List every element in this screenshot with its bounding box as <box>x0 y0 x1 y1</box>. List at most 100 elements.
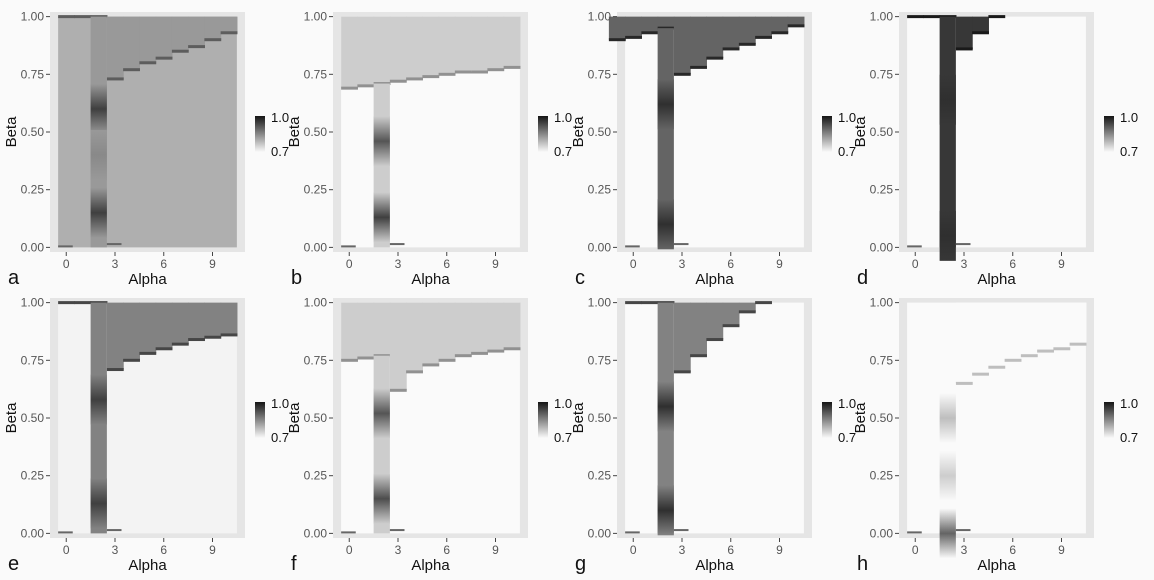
y-tick-label: 0.00 <box>21 240 45 254</box>
boundary-band <box>972 31 989 35</box>
region-column <box>471 16 488 72</box>
x-tick-label: 9 <box>1058 257 1065 271</box>
region-column <box>722 16 740 49</box>
boundary-band <box>923 15 941 19</box>
boundary-band <box>389 388 407 392</box>
boundary-band <box>438 72 456 76</box>
legend-colorbar <box>1104 116 1114 152</box>
y-tick-label: 0.75 <box>304 353 328 367</box>
boundary-band <box>972 372 989 376</box>
region-column <box>706 16 724 59</box>
y-tick-label: 1.00 <box>588 296 612 310</box>
boundary-band <box>139 61 157 65</box>
panel-letter: b <box>291 267 302 289</box>
x-axis-title: Alpha <box>411 271 450 288</box>
boundary-band <box>988 15 1006 19</box>
region-column <box>341 302 358 361</box>
panel-letter: c <box>575 267 585 289</box>
boundary-band <box>406 77 423 81</box>
x-tick-label: 3 <box>679 257 686 271</box>
stripe-blob <box>90 374 107 425</box>
boundary-band <box>690 65 707 69</box>
legend-label-high: 1.0 <box>554 110 572 125</box>
y-tick-label: 0.25 <box>588 183 612 197</box>
boundary-band <box>341 86 358 90</box>
y-tick-label: 1.00 <box>21 296 45 310</box>
y-tick-label: 1.00 <box>870 10 894 24</box>
stripe-blob <box>90 130 107 181</box>
stripe-blob <box>373 388 390 439</box>
region-column <box>220 302 238 335</box>
boundary-band <box>641 301 659 305</box>
boundary-band <box>1053 347 1071 351</box>
boundary-band <box>220 333 238 337</box>
y-tick-label: 0.25 <box>21 183 45 197</box>
legend-colorbar <box>538 402 548 438</box>
panel-letter: d <box>857 267 868 289</box>
y-tick-label: 0.75 <box>21 353 45 367</box>
region-column <box>1053 302 1071 349</box>
boundary-band <box>487 349 505 353</box>
bottom-mark <box>673 243 689 246</box>
x-tick-label: 6 <box>160 543 167 557</box>
boundary-band <box>422 363 440 367</box>
region-column <box>625 16 642 38</box>
region-column <box>155 302 173 349</box>
y-tick-label: 0.75 <box>304 67 328 81</box>
y-tick-label: 0.50 <box>21 125 45 139</box>
x-tick-label: 6 <box>727 257 734 271</box>
legend-label-low: 0.7 <box>271 430 289 445</box>
region-column <box>123 302 140 361</box>
x-axis-title: Alpha <box>977 271 1016 288</box>
legend-label-high: 1.0 <box>271 396 289 411</box>
stripe-blob <box>939 508 956 559</box>
x-tick-label: 9 <box>492 543 499 557</box>
x-tick-label: 6 <box>727 543 734 557</box>
region-column <box>204 302 222 338</box>
region-column <box>471 302 488 354</box>
bottom-mark <box>389 243 405 246</box>
stripe-blob <box>373 473 390 524</box>
panel-c: 0.00 0.25 0.50 0.75 1.00 0 3 6 9 Alpha Beta c 1.0 0.7 <box>570 10 856 289</box>
outer-region <box>625 302 804 534</box>
region-column <box>1069 302 1087 345</box>
boundary-band <box>487 68 505 72</box>
boundary-band <box>771 31 789 35</box>
legend-colorbar <box>822 402 832 438</box>
x-tick-label: 6 <box>443 257 450 271</box>
legend-label-low: 0.7 <box>1120 144 1138 159</box>
x-tick-label: 6 <box>1009 257 1016 271</box>
boundary-band <box>357 84 375 88</box>
boundary-band <box>471 351 488 355</box>
region-column <box>503 302 521 349</box>
y-tick-label: 0.75 <box>21 67 45 81</box>
region-column <box>357 16 375 86</box>
region-column <box>106 302 124 370</box>
stripe-blob <box>657 485 674 536</box>
panel-b: 0.00 0.25 0.50 0.75 1.00 0 3 6 9 Alpha Beta b 1.0 0.7 <box>286 10 572 289</box>
x-tick-label: 3 <box>961 543 968 557</box>
boundary-band <box>220 31 238 35</box>
y-axis-title: Beta <box>3 402 20 434</box>
region-column <box>389 302 407 391</box>
legend-label-low: 0.7 <box>554 430 572 445</box>
boundary-band <box>690 354 707 358</box>
boundary-band <box>955 381 973 385</box>
y-tick-label: 1.00 <box>304 10 328 24</box>
stripe-blob <box>657 199 674 250</box>
region-column <box>357 302 375 358</box>
stripe-blob <box>939 450 956 501</box>
y-tick-label: 1.00 <box>870 296 894 310</box>
region-column <box>171 302 189 345</box>
stripe-blob <box>657 79 674 130</box>
legend-label-low: 0.7 <box>1120 430 1138 445</box>
outer-region <box>907 16 1086 248</box>
x-tick-label: 0 <box>63 257 70 271</box>
x-tick-label: 0 <box>630 257 637 271</box>
y-tick-label: 0.25 <box>304 469 328 483</box>
y-tick-label: 0.25 <box>870 469 894 483</box>
legend-label-high: 1.0 <box>271 110 289 125</box>
region-column <box>690 16 707 68</box>
stripe-blob <box>373 116 390 167</box>
